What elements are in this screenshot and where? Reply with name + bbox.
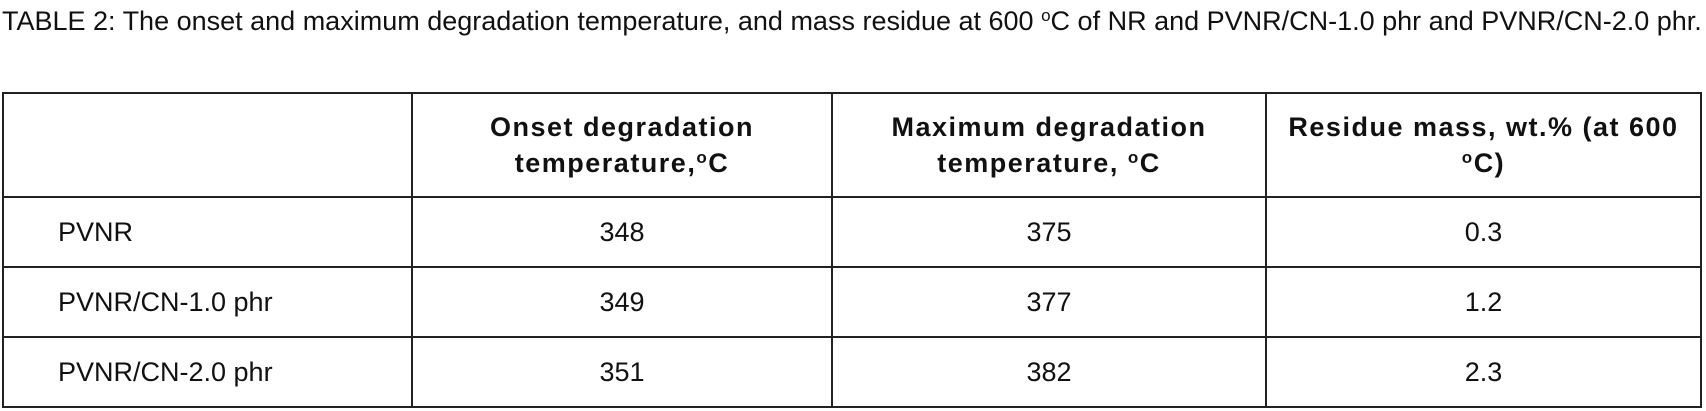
cell: 377: [831, 266, 1267, 338]
row-label: PVNR/CN-1.0 phr: [2, 266, 413, 338]
cell: 375: [831, 196, 1267, 268]
table-row: PVNR/CN-2.0 phr 351 382 2.3: [2, 336, 1702, 408]
header-text: C): [1473, 148, 1506, 178]
cell: 349: [411, 266, 833, 338]
header-sup: o: [1127, 148, 1140, 167]
header-sup: o: [1461, 148, 1474, 167]
cell: 348: [411, 196, 833, 268]
cell: 2.3: [1265, 336, 1702, 408]
caption-sup: o: [1041, 6, 1051, 25]
header-sup: o: [696, 148, 709, 167]
header-row: Onset degradation temperature,oC Maximum …: [2, 92, 1702, 198]
cell: 351: [411, 336, 833, 408]
header-text: Onset degradation temperature,: [489, 112, 755, 178]
header-text: Residue mass, wt.% (at 600: [1288, 112, 1679, 142]
header-text: C: [1139, 148, 1161, 178]
cell: 1.2: [1265, 266, 1702, 338]
row-label: PVNR: [2, 196, 413, 268]
table-body: PVNR 348 375 0.3 PVNR/CN-1.0 phr 349 377 1.2 PVN…: [2, 196, 1702, 408]
caption: TABLE 2: The onset and maximum degradati…: [2, 4, 1702, 38]
header-text: C: [708, 148, 730, 178]
header-cell: Onset degradation temperature,oC: [411, 92, 833, 198]
header-cell: Residue mass, wt.% (at 600 oC): [1265, 92, 1702, 198]
cell: 0.3: [1265, 196, 1702, 268]
table-row: PVNR 348 375 0.3: [2, 196, 1702, 268]
row-label: PVNR/CN-2.0 phr: [2, 336, 413, 408]
caption-text: TABLE 2: The onset and maximum degradati…: [2, 6, 1042, 36]
table: Onset degradation temperature,oC Maximum …: [2, 92, 1702, 408]
caption-text: C of NR and PVNR/CN-1.0 phr and PVNR/CN-…: [1050, 6, 1702, 36]
cell: 382: [831, 336, 1267, 408]
header-cell: [2, 92, 413, 198]
header-cell: Maximum degradation temperature, oC: [831, 92, 1267, 198]
table-row: PVNR/CN-1.0 phr 349 377 1.2: [2, 266, 1702, 338]
header-text: Maximum degradation temperature,: [891, 112, 1207, 178]
